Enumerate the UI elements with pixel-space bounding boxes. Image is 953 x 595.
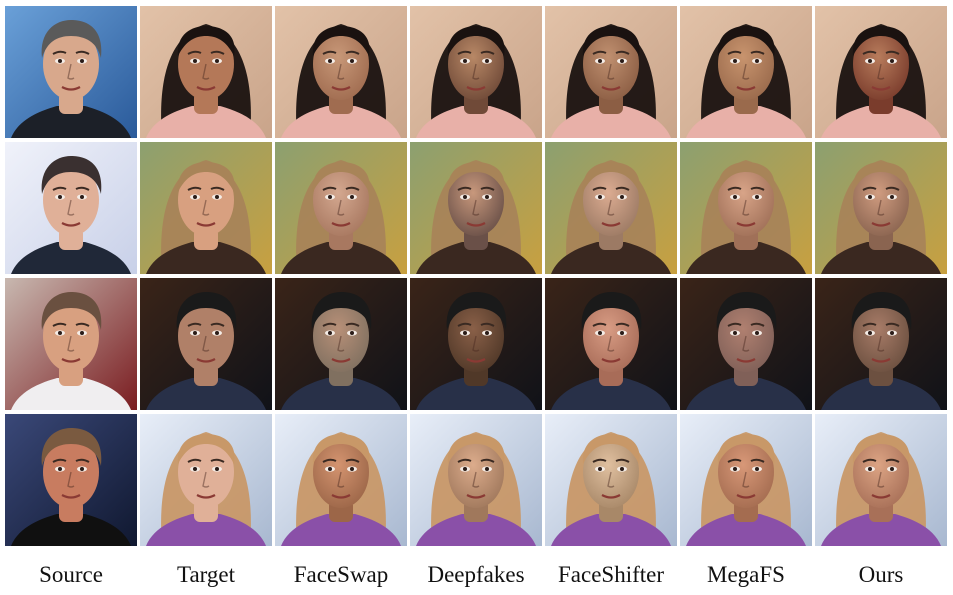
image-grid — [5, 6, 947, 546]
swapped-face-icon — [815, 142, 947, 274]
row-1-ours-image — [815, 6, 947, 138]
row-4-target-image — [140, 414, 272, 546]
female-face-icon — [140, 6, 272, 138]
row-2-faceshifter-image — [545, 142, 677, 274]
swapped-face-icon — [815, 278, 947, 410]
caption-source: Source — [39, 562, 103, 587]
swapped-face-icon — [275, 414, 407, 546]
swapped-face-icon — [410, 6, 542, 138]
swapped-face-icon — [680, 414, 812, 546]
swapped-face-icon — [680, 278, 812, 410]
row-4-deepfakes-image — [410, 414, 542, 546]
row-3-megafs-image — [680, 278, 812, 410]
row-1-faceswap-image — [275, 6, 407, 138]
caption-deepfakes: Deepfakes — [427, 562, 525, 587]
caption-megafs: MegaFS — [707, 562, 785, 587]
swapped-face-icon — [545, 142, 677, 274]
row-4-ours-image — [815, 414, 947, 546]
swapped-face-icon — [275, 278, 407, 410]
row-4-megafs-image — [680, 414, 812, 546]
caption-target: Target — [177, 562, 235, 587]
row-3-deepfakes-image — [410, 278, 542, 410]
swapped-face-icon — [545, 6, 677, 138]
swapped-face-icon — [545, 414, 677, 546]
swapped-face-icon — [815, 414, 947, 546]
row-1-megafs-image — [680, 6, 812, 138]
row-1-faceshifter-image — [545, 6, 677, 138]
male-presenter-icon — [5, 6, 137, 138]
row-3-faceswap-image — [275, 278, 407, 410]
row-3-ours-image — [815, 278, 947, 410]
row-4-faceshifter-image — [545, 414, 677, 546]
row-3-source-image — [5, 278, 137, 410]
row-2-deepfakes-image — [410, 142, 542, 274]
row-1-deepfakes-image — [410, 6, 542, 138]
male-night-icon — [140, 278, 272, 410]
row-2-source-image — [5, 142, 137, 274]
swapped-face-icon — [410, 414, 542, 546]
row-2-faceswap-image — [275, 142, 407, 274]
row-1-target-image — [140, 6, 272, 138]
column-captions: Source Target FaceSwap Deepfakes FaceShifter… — [5, 560, 947, 590]
row-2-ours-image — [815, 142, 947, 274]
male-presenter-icon — [5, 142, 137, 274]
swapped-face-icon — [680, 142, 812, 274]
swapped-face-icon — [410, 278, 542, 410]
swapped-face-icon — [275, 142, 407, 274]
caption-faceswap: FaceSwap — [293, 562, 389, 587]
male-bearded-icon — [5, 278, 137, 410]
female-blonde-icon — [140, 414, 272, 546]
row-3-faceshifter-image — [545, 278, 677, 410]
male-older-icon — [5, 414, 137, 546]
swapped-face-icon — [275, 6, 407, 138]
row-2-target-image — [140, 142, 272, 274]
swapped-face-icon — [410, 142, 542, 274]
swapped-face-icon — [815, 6, 947, 138]
swapped-face-icon — [545, 278, 677, 410]
row-4-faceswap-image — [275, 414, 407, 546]
swapped-face-icon — [680, 6, 812, 138]
female-long-hair-icon — [140, 142, 272, 274]
row-2-megafs-image — [680, 142, 812, 274]
caption-faceshifter: FaceShifter — [557, 562, 664, 587]
row-3-target-image — [140, 278, 272, 410]
row-1-source-image — [5, 6, 137, 138]
row-4-source-image — [5, 414, 137, 546]
caption-ours: Ours — [858, 562, 904, 587]
